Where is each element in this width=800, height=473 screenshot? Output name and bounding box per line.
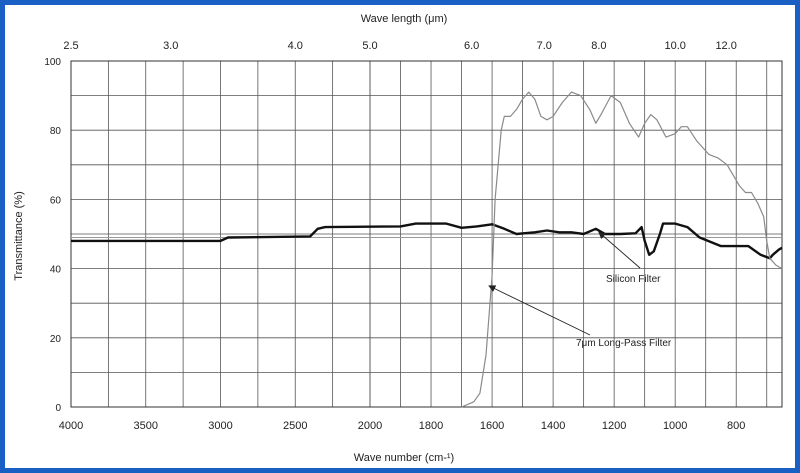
- x-tick-label: 2500: [283, 420, 307, 432]
- x-tick-label: 1400: [541, 420, 565, 432]
- chart-grid: [70, 60, 782, 408]
- y-tick-label: 100: [44, 57, 61, 68]
- y-tick-label: 80: [50, 126, 62, 137]
- y-tick-label: 0: [55, 403, 61, 414]
- annotation-label: 7μm Long-Pass Filter: [576, 338, 672, 349]
- chart-axes: 4000 3500 3000 2500 2000 1800 1600 1400 1200 1000…: [44, 40, 783, 432]
- x-tick-label: 3000: [208, 420, 232, 432]
- x-tick-label: 1600: [480, 420, 504, 432]
- x-tick-label: 4000: [59, 420, 83, 432]
- top-tick-label: 3.0: [163, 40, 178, 52]
- annotation-label: Silicon Filter: [606, 274, 661, 285]
- plot-border: [70, 60, 783, 408]
- y-tick-label: 40: [50, 265, 62, 276]
- top-tick-label: 6.0: [464, 40, 479, 52]
- chart-series: [71, 91, 783, 408]
- top-tick-label: 8.0: [591, 40, 606, 52]
- series-line-silicon-filter: [71, 222, 783, 260]
- annotation-arrow: [488, 285, 591, 336]
- y-axis-label: Transmittance (%): [13, 191, 25, 280]
- top-tick-label: 5.0: [362, 40, 377, 52]
- x-tick-label: 800: [727, 420, 745, 432]
- chart-labels: Wave length (μm) Wave number (cm-¹) Tran…: [13, 13, 454, 464]
- chart-annotations: Silicon Filter 7μm Long-Pass Filter: [488, 231, 672, 349]
- x-tick-label: 1800: [419, 420, 443, 432]
- x-axis-label: Wave number (cm-¹): [354, 452, 454, 464]
- y-tick-label: 60: [50, 195, 62, 206]
- x-tick-label: 1200: [602, 420, 626, 432]
- top-axis-label: Wave length (μm): [361, 13, 448, 25]
- top-tick-label: 7.0: [537, 40, 552, 52]
- top-tick-label: 2.5: [63, 40, 78, 52]
- y-tick-label: 20: [50, 334, 62, 345]
- annotation-arrow: [598, 231, 641, 269]
- top-tick-label: 4.0: [288, 40, 303, 52]
- top-tick-label: 12.0: [715, 40, 736, 52]
- x-tick-label: 2000: [358, 420, 382, 432]
- x-tick-label: 1000: [663, 420, 687, 432]
- series-line-long-pass-filter: [461, 91, 783, 408]
- top-tick-label: 10.0: [664, 40, 685, 52]
- x-tick-label: 3500: [134, 420, 158, 432]
